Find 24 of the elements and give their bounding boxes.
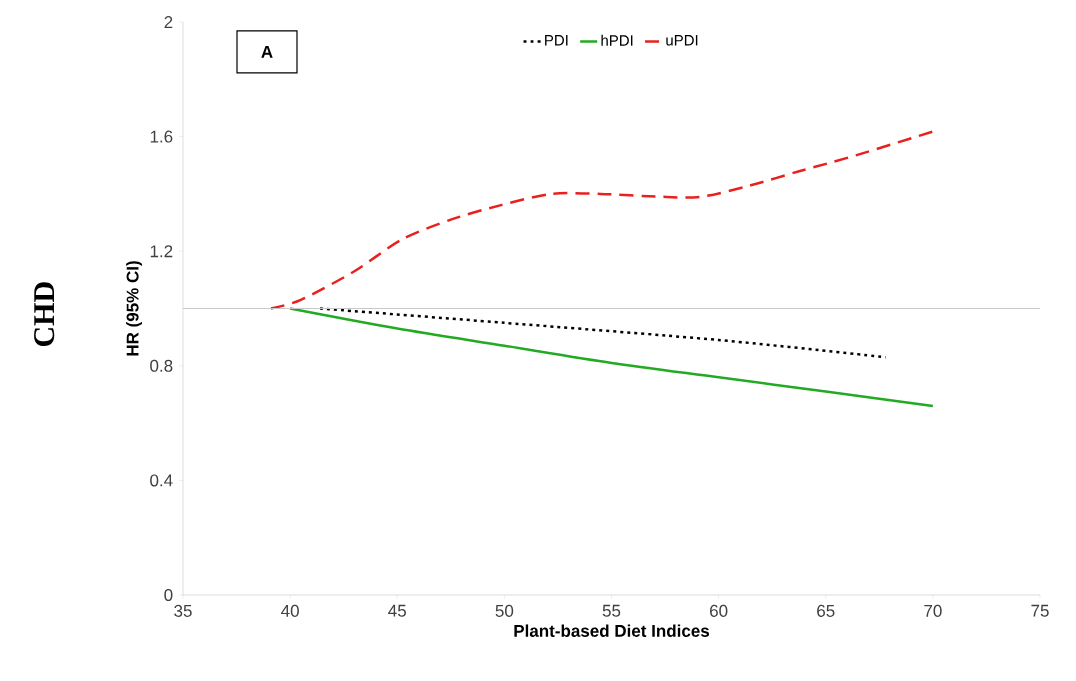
x-tick-label: 45 xyxy=(388,604,406,617)
x-tick-label: 70 xyxy=(924,604,942,617)
y-tick-label: 0 xyxy=(164,588,173,602)
legend-label: PDI xyxy=(545,35,568,46)
y-tick-label: 1.6 xyxy=(150,130,173,143)
x-tick-label: 35 xyxy=(174,604,192,617)
x-tick-label: 75 xyxy=(1031,604,1049,617)
x-tick-label: 50 xyxy=(495,604,514,617)
y-tick-label: 0.8 xyxy=(150,359,173,372)
x-axis-title: Plant-based Diet Indices xyxy=(514,624,710,637)
y-tick-label: 2 xyxy=(164,16,173,28)
line-series xyxy=(288,307,935,408)
x-tick-label: 65 xyxy=(817,604,835,617)
legend-label: hPDI xyxy=(601,34,633,46)
x-tick-label: 40 xyxy=(281,604,299,617)
legend-label: uPDI xyxy=(666,35,698,46)
x-tick-label: 55 xyxy=(602,604,621,617)
y-axis-title: HR (95% CI) xyxy=(126,261,142,356)
line-series xyxy=(318,307,887,359)
y-tick-label: 1.2 xyxy=(150,245,173,258)
text: CHD xyxy=(34,282,55,347)
annotation: A xyxy=(261,45,273,58)
y-tick-label: 0.4 xyxy=(150,474,173,487)
x-tick-label: 60 xyxy=(710,604,728,617)
